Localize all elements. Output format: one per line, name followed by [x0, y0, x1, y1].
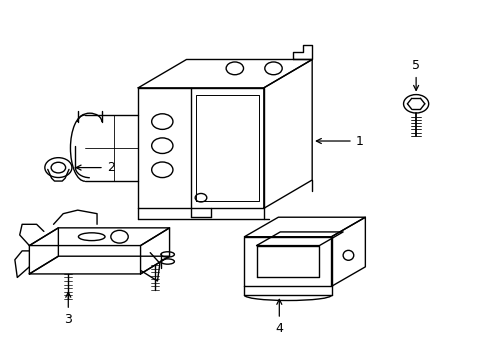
Text: 2: 2	[76, 161, 114, 174]
Text: 3: 3	[64, 292, 72, 326]
Text: 4: 4	[275, 300, 283, 335]
Text: 1: 1	[316, 135, 363, 148]
Text: 5: 5	[411, 59, 419, 90]
